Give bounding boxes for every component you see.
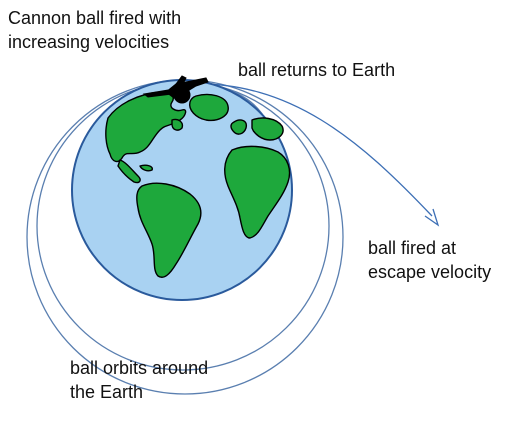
trajectory-escape: [187, 83, 433, 217]
label-escape-velocity: ball fired at escape velocity: [368, 236, 491, 284]
land-south-america: [136, 182, 202, 278]
cannon-mount: [175, 75, 187, 87]
label-cannon-fired: Cannon ball fired with increasing veloci…: [8, 6, 181, 54]
cannon-icon: [142, 75, 209, 104]
land-central-america: [117, 159, 141, 184]
label-escape-line2: escape velocity: [368, 262, 492, 282]
land-europe: [230, 119, 248, 135]
land-island-caribbean: [139, 164, 153, 172]
label-cannon-line1: Cannon ball fired with: [8, 8, 182, 28]
label-escape-line1: ball fired at: [368, 238, 457, 258]
earth-globe: [71, 79, 293, 301]
label-ball-orbits: ball orbits around the Earth: [70, 356, 208, 404]
land-europe-2: [251, 117, 284, 141]
land-island-1: [171, 118, 184, 131]
escape-arrowhead: [424, 208, 440, 227]
label-orbits-line1: ball orbits around: [70, 358, 209, 378]
label-cannon-line2: increasing velocities: [8, 32, 170, 52]
cannon-barrel: [142, 89, 174, 98]
label-orbits-line2: the Earth: [70, 382, 144, 402]
land-greenland: [189, 93, 229, 122]
label-ball-returns: ball returns to Earth: [238, 60, 396, 80]
land-africa: [224, 145, 291, 239]
